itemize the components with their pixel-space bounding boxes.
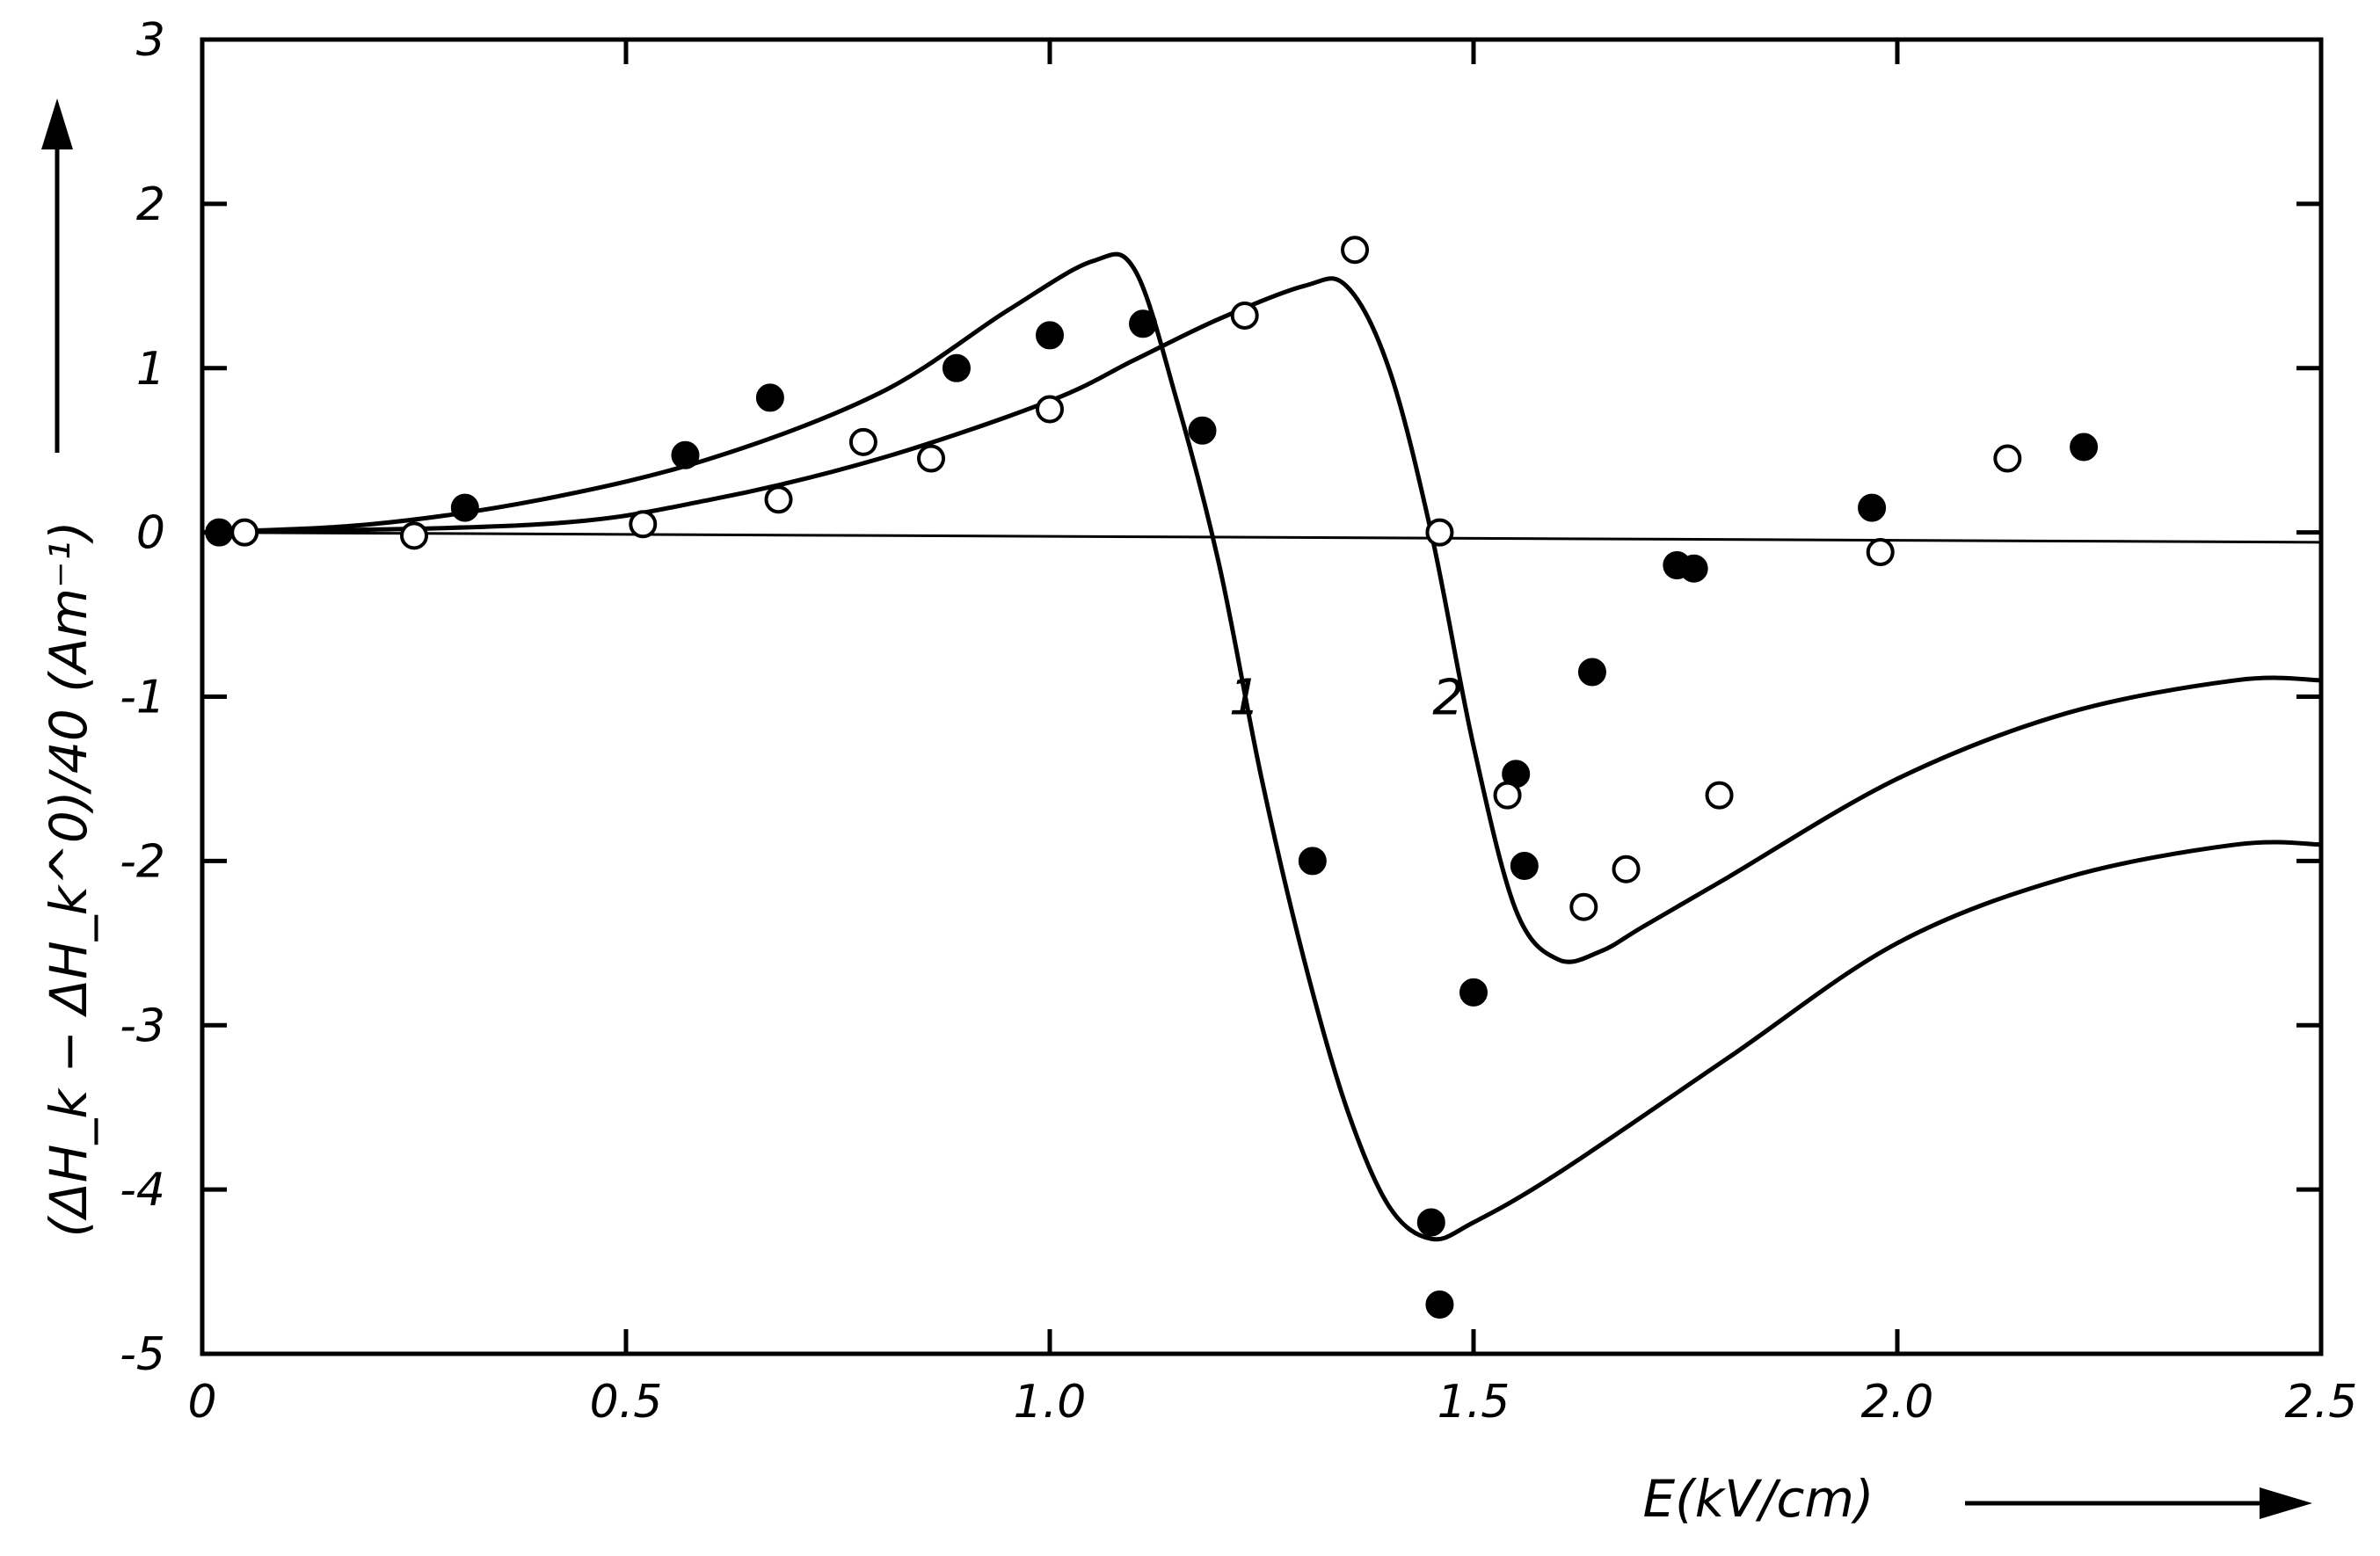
filled-point <box>1459 978 1488 1007</box>
y-tick-label: 1 <box>136 343 165 396</box>
y-tick-label: 2 <box>136 178 165 231</box>
y-tick-label: -2 <box>120 835 165 888</box>
baseline-line <box>201 531 2322 544</box>
x-tick-label: 1.5 <box>1437 1376 1510 1429</box>
curve-label-1: 1 <box>1229 670 1261 727</box>
model-curves <box>200 251 2324 1242</box>
open-point <box>400 521 428 550</box>
x-tick-label: 0.5 <box>590 1376 663 1429</box>
open-point <box>917 444 946 473</box>
open-point <box>1569 892 1598 921</box>
open-point <box>1036 395 1064 424</box>
open-point <box>1612 854 1641 883</box>
filled-point <box>671 440 700 469</box>
y-tick-label: 0 <box>136 507 165 560</box>
filled-point <box>1510 851 1539 880</box>
open-point <box>848 427 877 456</box>
x-axis-arrowhead-icon <box>2260 1487 2312 1519</box>
filled-point <box>1416 1208 1445 1237</box>
open-point <box>1341 236 1370 265</box>
filled-point <box>942 353 971 382</box>
filled-point <box>1858 493 1887 522</box>
open-point <box>764 485 793 514</box>
open-point <box>230 518 259 547</box>
filled-point <box>1036 321 1064 350</box>
filled-point <box>2070 433 2099 462</box>
zero-baseline <box>201 531 2322 544</box>
x-tick-label: 1.0 <box>1014 1376 1087 1429</box>
y-axis-title-group: (ΔH_k − ΔH_k^0)/40 (Am⁻¹) <box>39 98 98 1238</box>
filled-point <box>1129 309 1158 338</box>
x-tick-label: 0 <box>187 1376 216 1429</box>
open-point <box>1230 301 1259 330</box>
x-axis-title-group: E(kV/cm) <box>1642 1469 2312 1529</box>
y-tick-label: 3 <box>136 14 165 67</box>
y-axis-arrowhead-icon <box>41 98 73 149</box>
y-axis-ticks: 3 2 1 0 -1 -2 -3 -4 -5 <box>120 14 2321 1381</box>
x-tick-label: 2.0 <box>1861 1376 1934 1429</box>
curve-label-2: 2 <box>1432 670 1464 727</box>
x-axis-title: E(kV/cm) <box>1642 1469 1874 1529</box>
filled-point <box>1425 1290 1454 1319</box>
open-point <box>1425 518 1454 547</box>
open-point <box>1993 444 2022 473</box>
y-tick-label: -4 <box>120 1164 165 1217</box>
x-tick-label: 2.5 <box>2285 1376 2358 1429</box>
curve-1 <box>200 251 2324 1242</box>
data-points <box>205 236 2099 1319</box>
filled-point <box>1298 847 1327 876</box>
y-tick-label: -3 <box>120 1000 165 1052</box>
plot-frame <box>200 37 2324 1356</box>
open-point <box>1705 781 1734 810</box>
y-tick-label: -1 <box>120 672 165 724</box>
filled-point <box>205 518 234 547</box>
open-point <box>1866 538 1895 567</box>
curve-2 <box>200 276 2324 964</box>
plot-border <box>200 37 2324 1356</box>
filled-point <box>1577 658 1606 687</box>
y-tick-label: -5 <box>120 1328 165 1381</box>
filled-point <box>1679 554 1708 583</box>
open-point <box>1493 781 1522 810</box>
x-axis-ticks: 0 0.5 1.0 1.5 2.0 2.5 <box>187 40 2357 1429</box>
filled-point <box>1188 416 1217 445</box>
filled-point <box>450 493 479 522</box>
filled-point <box>755 383 784 412</box>
y-axis-title: (ΔH_k − ΔH_k^0)/40 (Am⁻¹) <box>39 520 98 1237</box>
open-point <box>629 510 658 539</box>
